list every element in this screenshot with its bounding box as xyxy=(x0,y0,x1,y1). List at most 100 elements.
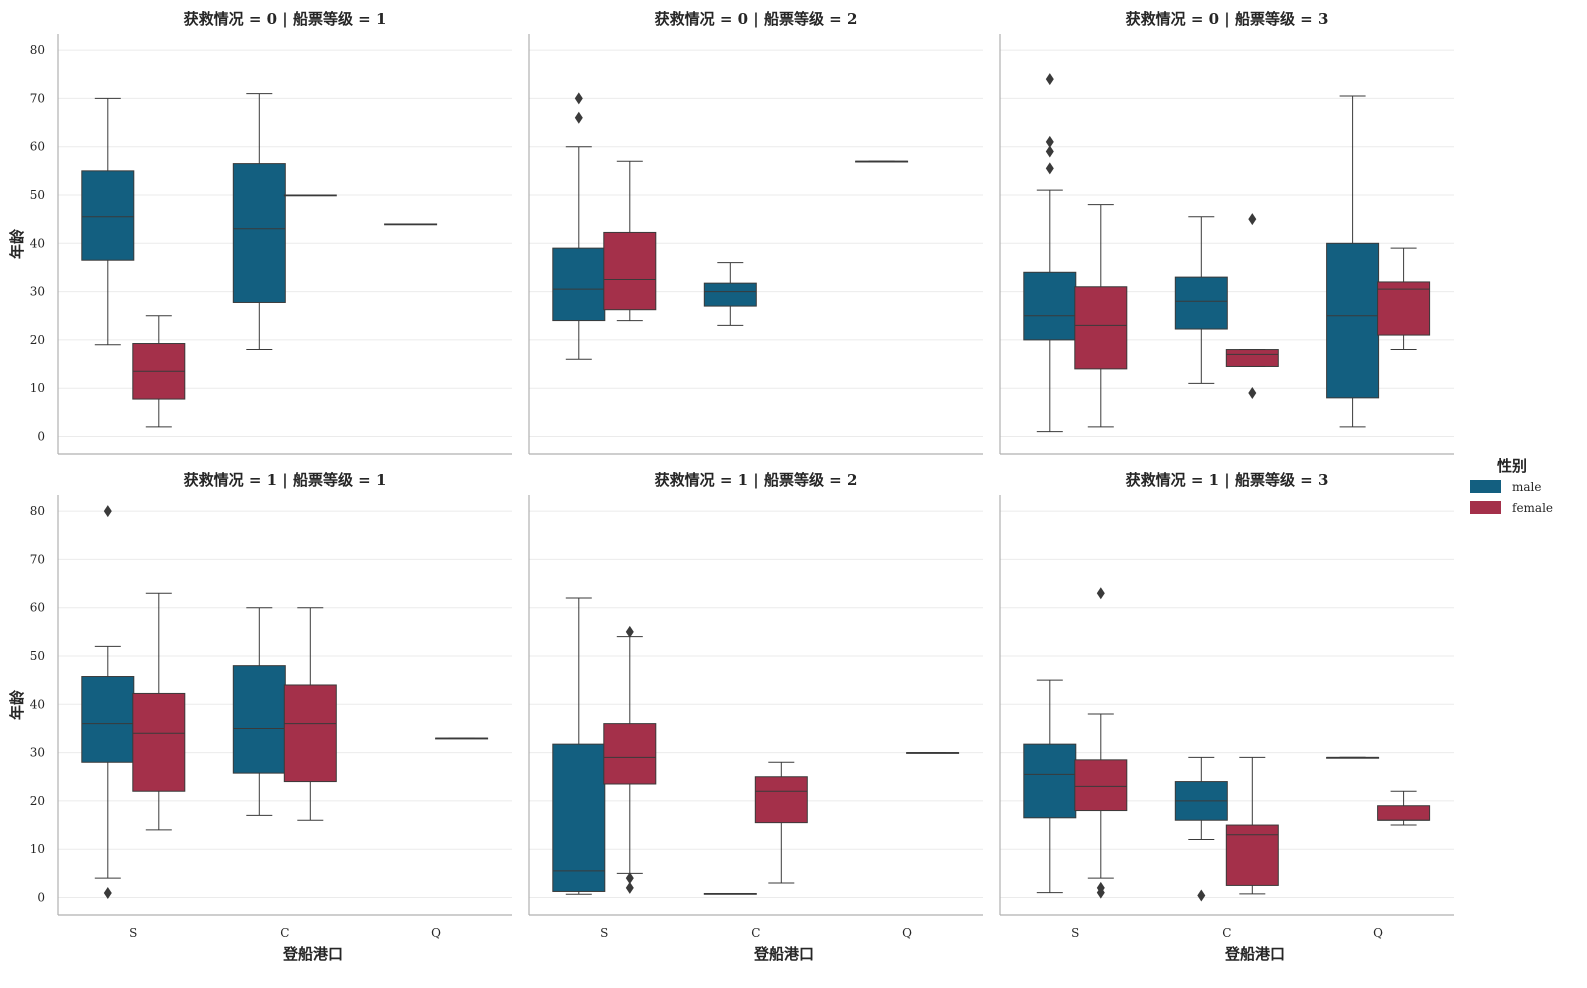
box-body xyxy=(603,723,657,785)
outlier-point xyxy=(625,625,634,638)
box-S-male xyxy=(1023,73,1077,433)
box-S-male xyxy=(81,97,135,346)
box-C-male xyxy=(232,607,286,816)
box-S-female xyxy=(1074,587,1128,899)
y-tick-label: 40 xyxy=(30,236,45,250)
box-body xyxy=(552,743,606,892)
box-body xyxy=(283,684,337,783)
panel-title: 获救情况 = 0 | 船票等级 = 2 xyxy=(655,10,858,28)
y-tick-label: 10 xyxy=(30,842,45,856)
box-Q-male xyxy=(384,223,438,226)
legend: 性别 male female xyxy=(1470,457,1553,515)
box-body xyxy=(1023,271,1077,341)
x-tick-label: C xyxy=(280,926,289,940)
box-body xyxy=(1225,349,1279,367)
x-tick-label: S xyxy=(129,926,137,940)
outlier-point xyxy=(103,887,112,900)
box-body xyxy=(603,231,657,311)
box-S-male xyxy=(552,597,606,895)
legend-label: male xyxy=(1512,480,1541,494)
outlier-point xyxy=(1248,213,1257,226)
panel-title: 获救情况 = 0 | 船票等级 = 1 xyxy=(184,10,387,28)
outlier-point xyxy=(1096,587,1105,600)
box-body xyxy=(132,692,186,792)
box-S-male xyxy=(81,505,135,900)
y-tick-label: 30 xyxy=(30,285,45,299)
box-body xyxy=(232,665,286,774)
legend-swatch xyxy=(1470,501,1501,514)
box-C-female xyxy=(1225,756,1279,895)
x-tick-label: S xyxy=(600,926,608,940)
box-C-female xyxy=(283,194,337,197)
box-body xyxy=(81,676,135,763)
facet-panel: 获救情况 = 1 | 船票等级 = 2 S C Q 登船港口 xyxy=(528,471,983,963)
box-body xyxy=(1074,759,1128,812)
y-tick-label: 20 xyxy=(30,333,45,347)
x-tick-label: S xyxy=(1071,926,1079,940)
y-tick-label: 0 xyxy=(37,891,45,905)
box-body xyxy=(552,247,606,322)
box-S-female xyxy=(1074,204,1128,428)
box-Q-male xyxy=(855,160,909,163)
outlier-point xyxy=(1045,162,1054,175)
outlier-point xyxy=(1045,135,1054,148)
box-S-female xyxy=(132,592,186,831)
facet-panel: 获救情况 = 1 | 船票等级 = 1 0 10 20 30 40 50 60 70 80 年龄 S C… xyxy=(8,471,512,963)
x-tick-label: Q xyxy=(902,926,912,940)
panel-title: 获救情况 = 1 | 船票等级 = 3 xyxy=(1126,471,1329,489)
outlier-point xyxy=(1045,73,1054,86)
y-tick-label: 30 xyxy=(30,746,45,760)
box-Q-female xyxy=(906,752,960,754)
x-tick-label: Q xyxy=(1373,926,1383,940)
outlier-point xyxy=(1248,387,1257,400)
box-body xyxy=(1225,824,1279,886)
box-body xyxy=(1326,242,1380,399)
box-S-male xyxy=(1023,679,1077,894)
facet-panel: 获救情况 = 0 | 船票等级 = 1 0 10 20 30 40 50 60 70 80 年龄 xyxy=(8,10,512,455)
box-C-male xyxy=(1174,216,1228,384)
box-S-male xyxy=(552,92,606,360)
panel-title: 获救情况 = 1 | 船票等级 = 2 xyxy=(655,471,858,489)
box-C-male xyxy=(232,93,286,351)
y-tick-label: 60 xyxy=(30,601,45,615)
box-body xyxy=(1174,276,1228,330)
y-tick-label: 20 xyxy=(30,794,45,808)
legend-swatch xyxy=(1470,480,1501,493)
outlier-point xyxy=(1045,145,1054,158)
x-axis-label: 登船港口 xyxy=(753,945,814,963)
facet-panel: 获救情况 = 0 | 船票等级 = 3 xyxy=(999,10,1454,455)
x-tick-label: Q xyxy=(431,926,441,940)
outlier-point xyxy=(625,881,634,894)
outlier-point xyxy=(1096,881,1105,894)
box-C-female xyxy=(283,607,337,821)
box-C-male xyxy=(703,262,757,326)
y-tick-label: 60 xyxy=(30,140,45,154)
y-axis-label: 年龄 xyxy=(8,228,26,259)
y-tick-label: 10 xyxy=(30,381,45,395)
x-tick-label: C xyxy=(1222,926,1231,940)
box-C-male xyxy=(1174,756,1228,902)
outlier-point xyxy=(1197,889,1206,902)
outlier-point xyxy=(103,505,112,518)
box-body xyxy=(1074,286,1128,370)
outlier-point xyxy=(625,872,634,885)
y-tick-label: 80 xyxy=(30,43,45,57)
box-body xyxy=(754,776,808,824)
box-Q-female xyxy=(1377,247,1431,351)
facet-panel: 获救情况 = 0 | 船票等级 = 2 xyxy=(528,10,983,455)
y-tick-label: 80 xyxy=(30,504,45,518)
box-body xyxy=(81,170,135,261)
box-body xyxy=(1023,743,1077,819)
x-axis-label: 登船港口 xyxy=(1224,945,1285,963)
outlier-point xyxy=(574,111,583,124)
x-axis-label: 登船港口 xyxy=(282,945,343,963)
box-C-female xyxy=(754,761,808,884)
box-C-female xyxy=(1225,213,1279,400)
y-axis-label: 年龄 xyxy=(8,689,26,720)
box-S-female xyxy=(132,315,186,428)
y-tick-label: 70 xyxy=(30,552,45,566)
facet-panel: 获救情况 = 1 | 船票等级 = 3 S C Q 登船港口 xyxy=(999,471,1454,963)
box-S-female xyxy=(603,160,657,322)
